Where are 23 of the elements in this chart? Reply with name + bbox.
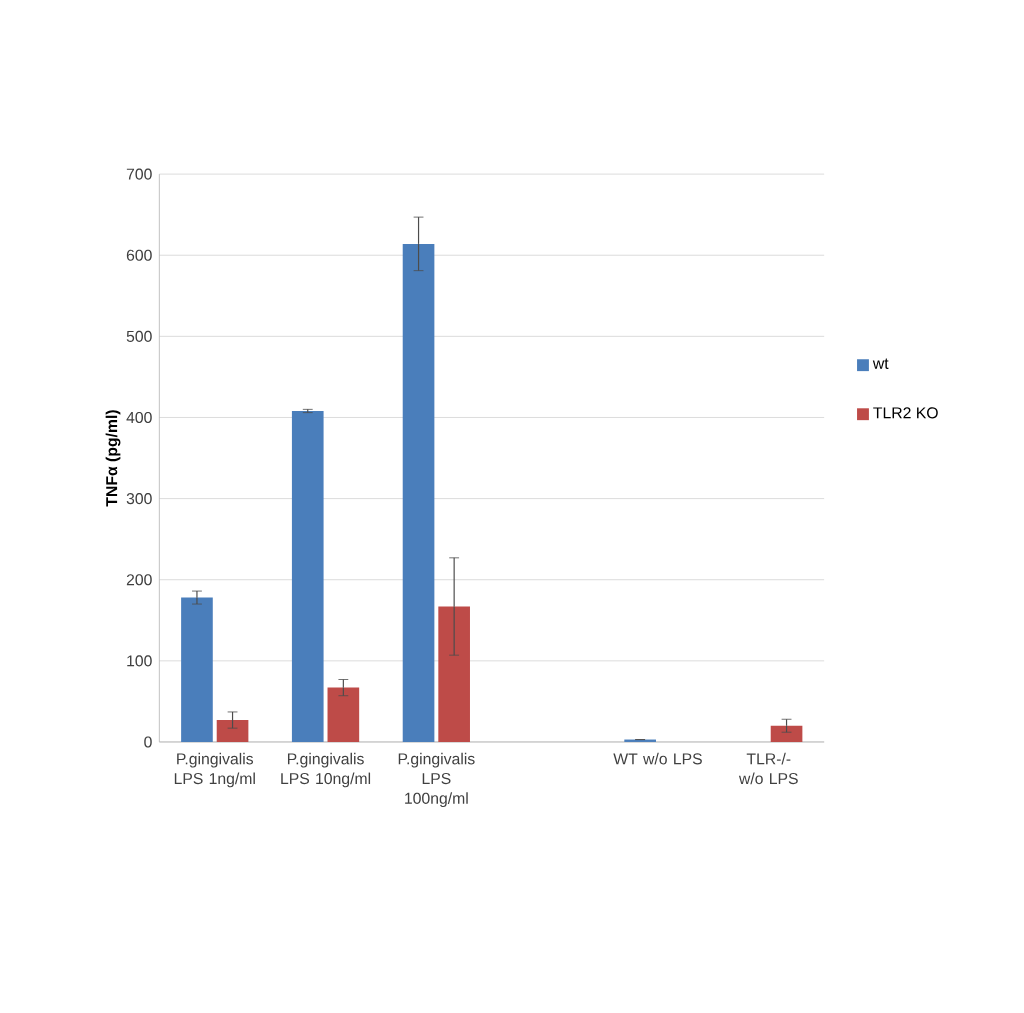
y-tick-label: 0 (144, 736, 152, 748)
x-tick-label: WT w/o LPS (613, 752, 702, 765)
bar (216, 720, 249, 742)
y-tick-label: 700 (126, 168, 152, 180)
bar (181, 597, 213, 742)
y-tick-label: 100 (127, 655, 152, 667)
y-tick-label: 400 (126, 411, 152, 424)
bar (438, 606, 470, 742)
bar (327, 687, 360, 742)
y-tick-label: 500 (126, 330, 152, 342)
x-tick-label: P.gingivalis LPS 1ng/ml (174, 752, 255, 788)
x-tick-label: TLR-/- w/o LPS (738, 752, 798, 785)
y-tick-label: 300 (126, 493, 152, 505)
y-axis-title: TNFα (pg/ml) (105, 410, 121, 507)
y-tick-label: 200 (126, 574, 152, 586)
legend-label: TLR2 KO (873, 407, 938, 419)
bar (291, 410, 324, 742)
bar (770, 725, 803, 742)
x-tick-label: P.gingivalis LPS 10ng/ml (281, 752, 371, 788)
x-tick-label: P.gingivalis LPS 100ng/ml (398, 752, 475, 807)
bar (402, 243, 435, 742)
legend-label: wt (872, 358, 889, 369)
y-tick-label: 600 (126, 249, 152, 261)
